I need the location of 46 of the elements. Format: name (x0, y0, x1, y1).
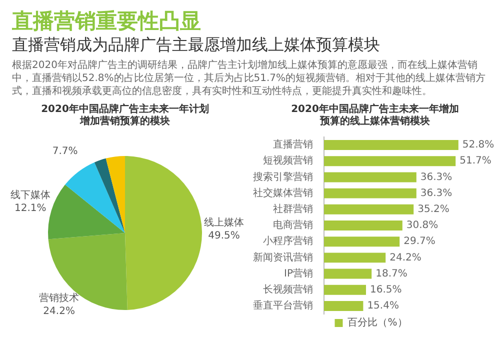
data-label: 12.1% (14, 202, 46, 214)
data-label: 35.2% (418, 204, 450, 216)
bar (324, 220, 402, 230)
y-tick-label: 社群营销 (273, 203, 313, 216)
data-label: 16.5% (370, 284, 402, 296)
bar (324, 268, 372, 279)
bar (324, 172, 416, 182)
y-tick-label: 搜索引擎营销 (253, 170, 313, 183)
data-label: 51.7% (460, 156, 492, 167)
bar (324, 236, 400, 247)
slice-label: 营销技术 (39, 292, 80, 304)
slice-label: 线上媒体 (204, 216, 244, 228)
data-label: 15.4% (367, 300, 399, 312)
bar (324, 284, 366, 295)
y-tick-label: 长视频营销 (263, 283, 313, 296)
chart-title: 2020年中国品牌广告主未来一年增加预算的线上媒体营销模块 (290, 104, 460, 128)
y-tick-label: 社交媒体营销 (253, 186, 313, 199)
bar (324, 156, 456, 166)
y-tick-label: 新闻资讯营销 (253, 251, 313, 264)
text: 直播营销重要性凸显 (12, 8, 202, 34)
bar (324, 140, 458, 150)
text: 根据2020年对品牌广告主的调研结果，品牌广告主计划增加线上媒体预算的意愿最强，而在线上媒体营销中，直播营销以52.8%的占比位居第一位，其后为占比51.7%的短视频营销。相对于其他的线上媒体营销方式，直播和视频承载更高位的信息密度，具有实时性和互动性特点，更能提升真实性和趣味性。 (12, 59, 487, 98)
data-label: 52.8% (462, 140, 494, 151)
y-tick-label: 直播营销 (273, 138, 313, 151)
bar (324, 300, 364, 311)
bar (324, 204, 414, 214)
y-tick-label: 短视频营销 (263, 154, 313, 167)
y-tick-label: 电商营销 (273, 219, 313, 232)
y-tick-label: 垂直平台营销 (253, 300, 313, 312)
data-label: 36.3% (420, 188, 452, 199)
data-label: 18.7% (376, 268, 408, 280)
y-tick-label: 小程序营销 (263, 235, 313, 248)
data-label: 24.2% (43, 306, 75, 317)
data-label: 49.5% (208, 230, 240, 242)
y-tick-label: IP营销 (284, 267, 313, 280)
chart-title: 2020年中国品牌广告主未来一年计划增加营销预算的模块 (40, 104, 210, 128)
data-label: 36.3% (420, 172, 452, 183)
data-label: 7.7% (52, 146, 78, 158)
legend-label: 百分比（%） (348, 316, 408, 329)
data-label: 24.2% (390, 252, 422, 264)
data-label: 29.7% (404, 236, 436, 248)
bar (324, 188, 416, 198)
text: 直播营销成为品牌广告主最愿增加线上媒体预算模块 (12, 34, 381, 56)
data-label: 30.8% (406, 220, 438, 232)
slice-label: 线下媒体 (10, 188, 50, 201)
bar (324, 252, 386, 263)
